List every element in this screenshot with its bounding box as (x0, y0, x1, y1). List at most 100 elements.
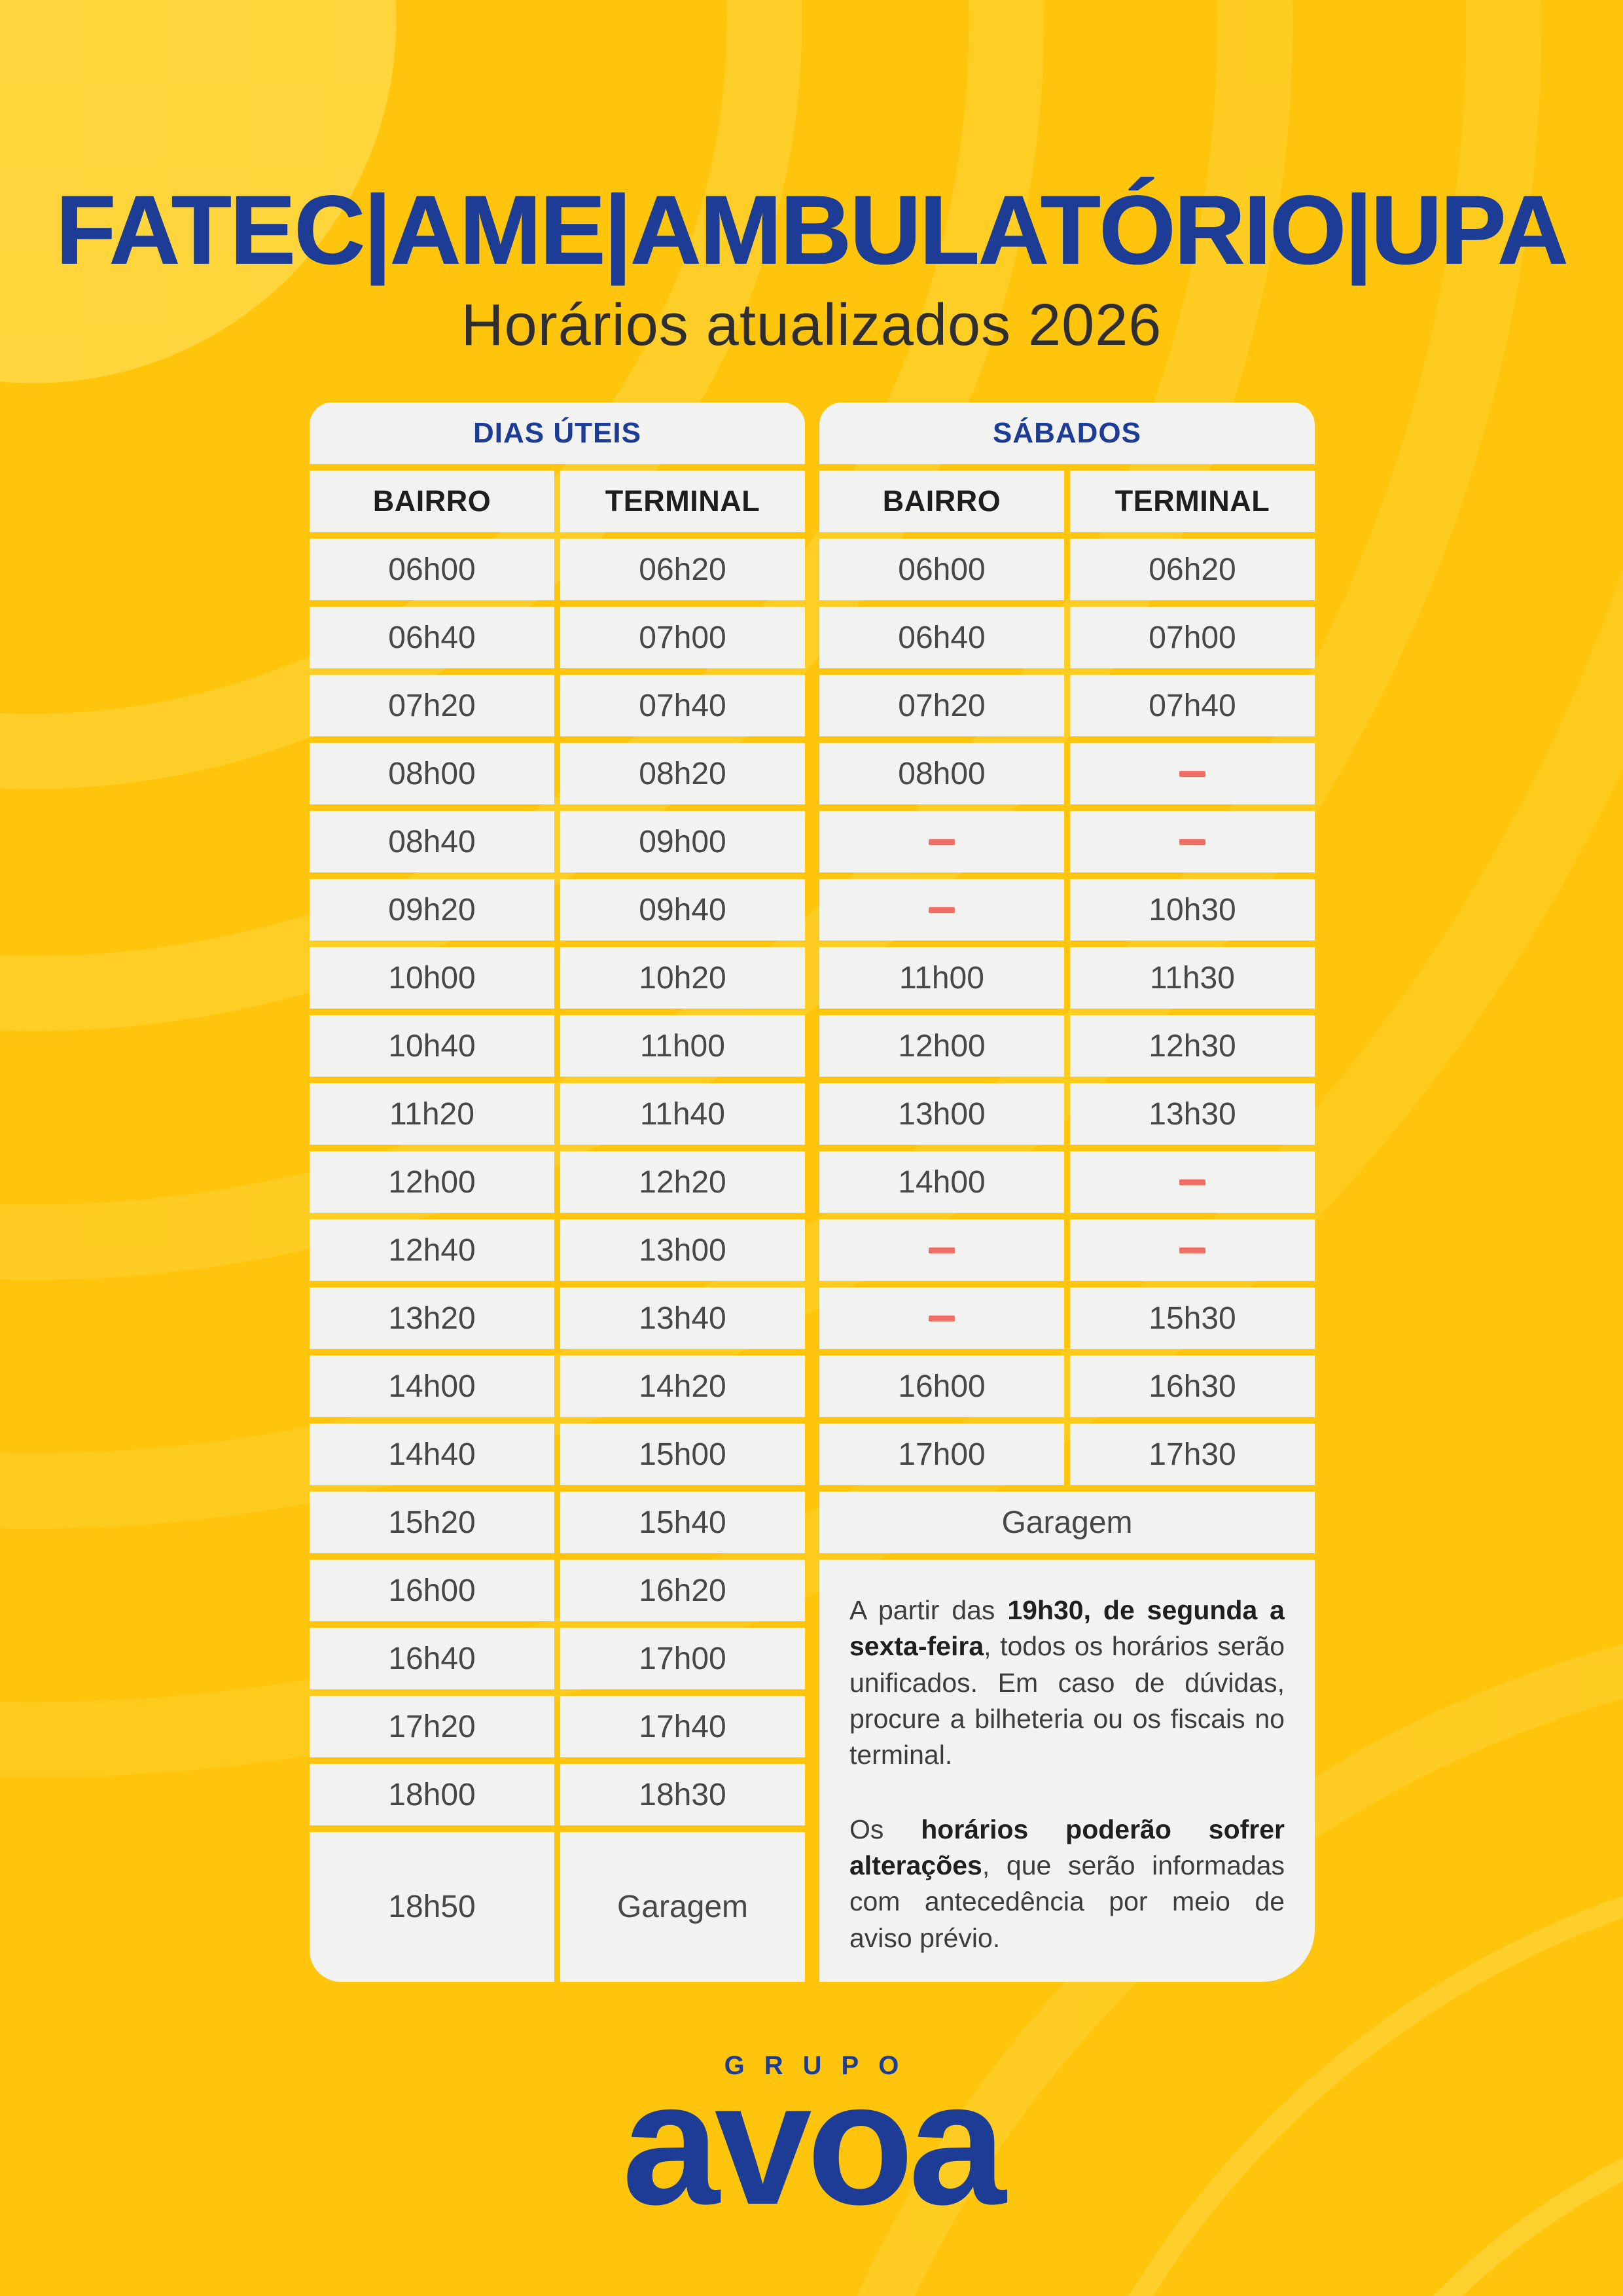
time-cell: 07h00 (560, 607, 805, 668)
weekday-table-title: DIAS ÚTEIS (310, 403, 805, 464)
time-cell: 14h20 (560, 1355, 805, 1417)
schedule-row: 14h00 (819, 1151, 1315, 1213)
notes-paragraph: Os horários poderão sofrer alterações, q… (849, 1814, 1285, 1953)
time-cell: 14h00 (310, 1355, 554, 1417)
time-cell: 08h00 (819, 743, 1064, 804)
weekday-col-terminal: TERMINAL (560, 471, 805, 532)
weekday-schedule-table: DIAS ÚTEIS BAIRRO TERMINAL 06h00 06h20 06h… (310, 403, 805, 1982)
time-cell: 18h30 (560, 1764, 805, 1825)
schedule-row: 10h40 11h00 (310, 1015, 805, 1077)
schedule-row: 16h40 17h00 (310, 1628, 805, 1689)
weekday-rows: 06h00 06h20 06h40 07h00 07h20 07h40 08h00 08h20… (310, 539, 805, 1982)
time-cell: 10h40 (310, 1015, 554, 1077)
schedule-row (819, 811, 1315, 872)
time-cell: 11h00 (560, 1015, 805, 1077)
time-cell: 18h00 (310, 1764, 554, 1825)
no-service-cell (1070, 1219, 1315, 1281)
time-cell: 17h00 (819, 1424, 1064, 1485)
time-cell: 09h40 (560, 879, 805, 941)
schedule-row: 11h00 11h30 (819, 947, 1315, 1009)
schedule-row: 10h00 10h20 (310, 947, 805, 1009)
no-service-dash-icon (1179, 838, 1205, 845)
time-cell: 07h20 (310, 675, 554, 736)
schedule-row: 07h20 07h40 (310, 675, 805, 736)
no-service-cell (1070, 743, 1315, 804)
time-cell: 06h40 (310, 607, 554, 668)
time-cell: 16h00 (310, 1560, 554, 1621)
schedule-row: 14h40 15h00 (310, 1424, 805, 1485)
schedule-row: 12h00 12h20 (310, 1151, 805, 1213)
time-cell: 13h20 (310, 1287, 554, 1349)
weekday-col-bairro: BAIRRO (310, 471, 554, 532)
no-service-cell (819, 879, 1064, 941)
notes-paragraph: A partir das 19h30, de segunda a sexta-f… (849, 1595, 1285, 1770)
no-service-dash-icon (1179, 770, 1205, 777)
schedule-row: 15h20 15h40 (310, 1492, 805, 1553)
time-cell: 06h40 (819, 607, 1064, 668)
saturday-rows: 06h00 06h20 06h40 07h00 07h20 07h40 08h00 10h30… (819, 539, 1315, 1485)
time-cell: 08h00 (310, 743, 554, 804)
saturday-col-terminal: TERMINAL (1070, 471, 1315, 532)
saturday-schedule-table: SÁBADOS BAIRRO TERMINAL 06h00 06h20 06h40 0… (819, 403, 1315, 1982)
page-title: FATEC|AME|AMBULATÓRIO|UPA (56, 175, 1568, 285)
saturday-column-header-row: BAIRRO TERMINAL (819, 471, 1315, 532)
time-cell: 06h00 (310, 539, 554, 600)
schedule-row: 08h40 09h00 (310, 811, 805, 872)
schedule-row: 15h30 (819, 1287, 1315, 1349)
no-service-dash-icon (1179, 1247, 1205, 1253)
schedule-row: 17h00 17h30 (819, 1424, 1315, 1485)
time-cell: 15h00 (560, 1424, 805, 1485)
no-service-cell (1070, 1151, 1315, 1213)
schedule-row: 12h00 12h30 (819, 1015, 1315, 1077)
time-cell: 16h00 (819, 1355, 1064, 1417)
time-cell: 13h00 (819, 1083, 1064, 1145)
time-cell: 08h40 (310, 811, 554, 872)
schedule-row: 07h20 07h40 (819, 675, 1315, 736)
time-cell: 06h00 (819, 539, 1064, 600)
weekday-column-header-row: BAIRRO TERMINAL (310, 471, 805, 532)
no-service-cell (819, 1287, 1064, 1349)
schedule-row: 06h00 06h20 (310, 539, 805, 600)
schedule-row: 11h20 11h40 (310, 1083, 805, 1145)
schedule-row: 06h40 07h00 (310, 607, 805, 668)
no-service-cell (819, 811, 1064, 872)
time-cell: 17h30 (1070, 1424, 1315, 1485)
time-cell: 16h20 (560, 1560, 805, 1621)
time-cell: 17h00 (560, 1628, 805, 1689)
garage-cell: Garagem (819, 1492, 1315, 1553)
time-cell: 16h30 (1070, 1355, 1315, 1417)
schedule-row: 18h00 18h30 (310, 1764, 805, 1825)
time-cell: 07h20 (819, 675, 1064, 736)
time-cell: 15h40 (560, 1492, 805, 1553)
time-cell: 18h50 (310, 1832, 554, 1982)
time-cell: 15h30 (1070, 1287, 1315, 1349)
time-cell: 06h20 (560, 539, 805, 600)
schedule-row: 16h00 16h20 (310, 1560, 805, 1621)
garage-row: Garagem (819, 1492, 1315, 1553)
footer-group-label: GRUPO (724, 2051, 919, 2080)
no-service-cell (819, 1219, 1064, 1281)
time-cell: 10h20 (560, 947, 805, 1009)
schedule-row: 14h00 14h20 (310, 1355, 805, 1417)
time-cell: 12h00 (819, 1015, 1064, 1077)
schedule-row: 18h50 Garagem (310, 1832, 805, 1982)
time-cell: 15h20 (310, 1492, 554, 1553)
page-subtitle: Horários atualizados 2026 (461, 293, 1162, 358)
time-cell: 17h20 (310, 1696, 554, 1757)
time-cell: 10h00 (310, 947, 554, 1009)
time-cell: 06h20 (1070, 539, 1315, 600)
time-cell: 14h00 (819, 1151, 1064, 1213)
no-service-dash-icon (929, 838, 955, 845)
schedule-row: 13h00 13h30 (819, 1083, 1315, 1145)
schedule-row: 09h20 09h40 (310, 879, 805, 941)
schedule-row: 08h00 08h20 (310, 743, 805, 804)
saturday-table-title: SÁBADOS (819, 403, 1315, 464)
avoa-logo: avoa (622, 2045, 1007, 2241)
time-cell: 13h30 (1070, 1083, 1315, 1145)
time-cell: 11h40 (560, 1083, 805, 1145)
schedule-row: 06h00 06h20 (819, 539, 1315, 600)
time-cell: 12h20 (560, 1151, 805, 1213)
schedule-row: 13h20 13h40 (310, 1287, 805, 1349)
time-cell: 10h30 (1070, 879, 1315, 941)
time-cell: 12h30 (1070, 1015, 1315, 1077)
